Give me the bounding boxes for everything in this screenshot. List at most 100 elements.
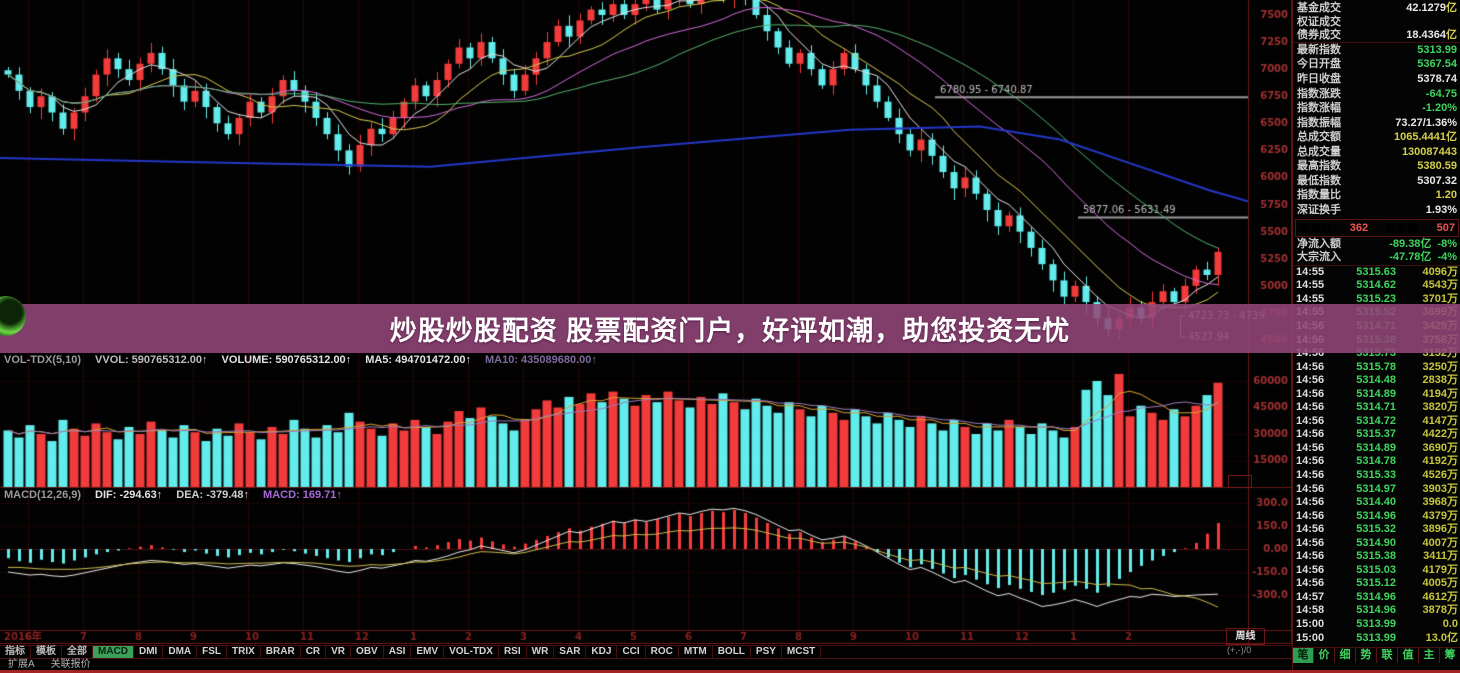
stat-row: 最高指数 5380.59 [1293, 160, 1460, 175]
tick-volume: 0.0 [1442, 618, 1458, 630]
tick-volume: 3690万 [1422, 441, 1458, 454]
stat-value: -64.75 [1425, 87, 1457, 100]
sidebar-tab-4[interactable]: 联 [1377, 648, 1398, 664]
indicator-tab-dma[interactable]: DMA [163, 646, 198, 658]
ext-tab[interactable]: 扩展A [8, 659, 35, 670]
tick-row[interactable]: 14:56 5314.89 3690万 [1293, 442, 1460, 456]
menu-tab[interactable]: 模板 [31, 646, 62, 658]
stat-row: 基金成交 42.1279亿 [1293, 2, 1460, 15]
volume-indicator-header: VOL-TDX(5,10) VVOL: 590765312.00↑ VOLUME: … [4, 354, 611, 367]
indicator-tab-cr[interactable]: CR [301, 646, 327, 658]
tick-row[interactable]: 14:55 5315.23 3701万 [1293, 293, 1460, 307]
tick-row[interactable]: 14:56 5315.38 3411万 [1293, 550, 1460, 564]
tick-price: 5315.32 [1356, 523, 1396, 536]
tick-row[interactable]: 14:56 5314.71 3820万 [1293, 401, 1460, 415]
indicator-tab-vol-tdx[interactable]: VOL-TDX [444, 646, 499, 658]
tick-row[interactable]: 14:56 5315.12 4005万 [1293, 577, 1460, 591]
sidebar-tab-3[interactable]: 势 [1356, 648, 1377, 664]
tick-volume: 4194万 [1422, 387, 1458, 400]
indicator-tab-sar[interactable]: SAR [554, 646, 587, 658]
stat-row: 总成交额 1065.4441亿 [1293, 130, 1460, 145]
flow-label: 大宗流入 [1297, 251, 1341, 264]
stat-value: -1.20% [1422, 102, 1457, 115]
indicator-tab-macd[interactable]: MACD [93, 646, 134, 658]
indicator-tab-asi[interactable]: ASI [384, 646, 412, 658]
decliners-value: 507 [1436, 221, 1455, 234]
indicator-tab-brar[interactable]: BRAR [261, 646, 301, 658]
tick-row[interactable]: 14:56 5314.96 4379万 [1293, 509, 1460, 523]
indicator-tab-obv[interactable]: OBV [351, 646, 384, 658]
stat-row: 昨日收盘 5378.74 [1293, 72, 1460, 87]
tick-row[interactable]: 14:56 5314.97 3903万 [1293, 482, 1460, 496]
indicator-tab-dmi[interactable]: DMI [134, 646, 164, 658]
tick-row[interactable]: 14:55 5315.63 4096万 [1293, 266, 1460, 280]
flow-values: -47.78亿 -4% [1389, 251, 1457, 264]
sidebar-tab-2[interactable]: 细 [1335, 648, 1356, 664]
stat-value: 42.1279亿 [1406, 2, 1457, 15]
stat-label: 深证换手 [1297, 203, 1341, 216]
tick-row[interactable]: 14:56 5314.89 4194万 [1293, 387, 1460, 401]
menu-tab[interactable]: 指标 [0, 646, 31, 658]
tick-row[interactable]: 14:56 5315.33 4526万 [1293, 469, 1460, 483]
stat-unit: 亿 [1446, 28, 1457, 41]
indicator-tab-kdj[interactable]: KDJ [586, 646, 618, 658]
menu-tab[interactable]: 全部 [62, 646, 93, 658]
indicator-tab-trix[interactable]: TRIX [227, 646, 261, 658]
vol-header-item: VOL-TDX(5,10) [4, 354, 82, 366]
tick-price: 5315.33 [1356, 468, 1396, 481]
tick-row[interactable]: 14:55 5314.62 4543万 [1293, 279, 1460, 293]
indicator-tab-fsl[interactable]: FSL [197, 646, 228, 658]
stat-label: 今日开盘 [1297, 58, 1341, 71]
sidebar-turnover-group: 基金成交 42.1279亿 权证成交 债券成交 18.4364亿 [1293, 0, 1460, 44]
period-label[interactable]: 周线 [1226, 628, 1265, 645]
tick-price: 5313.99 [1356, 618, 1396, 630]
sidebar-tab-7[interactable]: 筹 [1440, 648, 1460, 663]
stat-row: 最新指数 5313.99 [1293, 43, 1460, 58]
tick-row[interactable]: 14:56 5315.03 4179万 [1293, 564, 1460, 578]
indicator-tab-mtm[interactable]: MTM [679, 646, 713, 658]
flow-values: -89.38亿 -8% [1389, 238, 1457, 251]
promo-banner[interactable]: 炒股炒股配资 股票配资门户，好评如潮，助您投资无忧 [0, 304, 1460, 353]
counter-label: (+,-)/0 [1227, 645, 1252, 655]
tick-volume: 3250万 [1422, 360, 1458, 373]
indicator-tab-wr[interactable]: WR [527, 646, 555, 658]
indicator-tab-emv[interactable]: EMV [411, 646, 445, 658]
tick-row[interactable]: 15:00 5313.99 0.0 [1293, 618, 1460, 632]
indicator-tab-psy[interactable]: PSY [751, 646, 782, 658]
tick-row[interactable]: 14:56 5314.40 3968万 [1293, 496, 1460, 510]
tick-volume: 4543万 [1422, 279, 1458, 292]
tick-row[interactable]: 14:56 5314.72 4147万 [1293, 415, 1460, 429]
indicator-tab-boll[interactable]: BOLL [713, 646, 751, 658]
stat-number: 18.4364 [1406, 28, 1446, 41]
tick-price: 5314.71 [1356, 401, 1396, 414]
ext-tab[interactable]: 关联报价 [50, 659, 91, 670]
sidebar-tab-6[interactable]: 主 [1419, 648, 1440, 664]
tick-time: 15:00 [1296, 618, 1325, 630]
tick-time: 14:56 [1296, 563, 1325, 576]
indicator-tab-mcst[interactable]: MCST [782, 646, 822, 658]
tick-row[interactable]: 14:56 5314.48 2838万 [1293, 374, 1460, 388]
sidebar-tab-1[interactable]: 价 [1314, 648, 1335, 664]
advancers-decliners-row: 涨家数 362 跌家数 507 [1295, 218, 1459, 237]
tick-row[interactable]: 14:56 5314.90 4007万 [1293, 536, 1460, 550]
indicator-tab-vr[interactable]: VR [326, 646, 352, 658]
tick-row[interactable]: 14:58 5314.96 3878万 [1293, 604, 1460, 618]
tick-row[interactable]: 14:56 5314.78 4192万 [1293, 455, 1460, 469]
tick-row[interactable]: 14:56 5315.78 3250万 [1293, 360, 1460, 374]
flow-row: 净流入额 -89.38亿 -8% [1293, 238, 1460, 251]
indicator-tab-rsi[interactable]: RSI [499, 646, 527, 658]
tick-price: 5314.96 [1356, 604, 1396, 617]
sidebar-tab-5[interactable]: 值 [1398, 648, 1419, 664]
tick-volume: 3896万 [1422, 523, 1458, 536]
sidebar-tab-0[interactable]: 笔 [1293, 648, 1314, 664]
indicator-tab-cci[interactable]: CCI [617, 646, 646, 658]
indicator-tab-roc[interactable]: ROC [646, 646, 679, 658]
vol-header-item: MA10: 435089680.00↑ [484, 354, 597, 366]
stat-value: 5378.74 [1417, 73, 1457, 86]
tick-row[interactable]: 15:00 5313.99 13.0亿 [1293, 631, 1460, 645]
stat-row: 今日开盘 5367.54 [1293, 58, 1460, 73]
tick-row[interactable]: 14:56 5315.32 3896万 [1293, 523, 1460, 537]
tick-row[interactable]: 14:56 5315.37 4422万 [1293, 428, 1460, 442]
tick-row[interactable]: 14:57 5314.96 4612万 [1293, 591, 1460, 605]
